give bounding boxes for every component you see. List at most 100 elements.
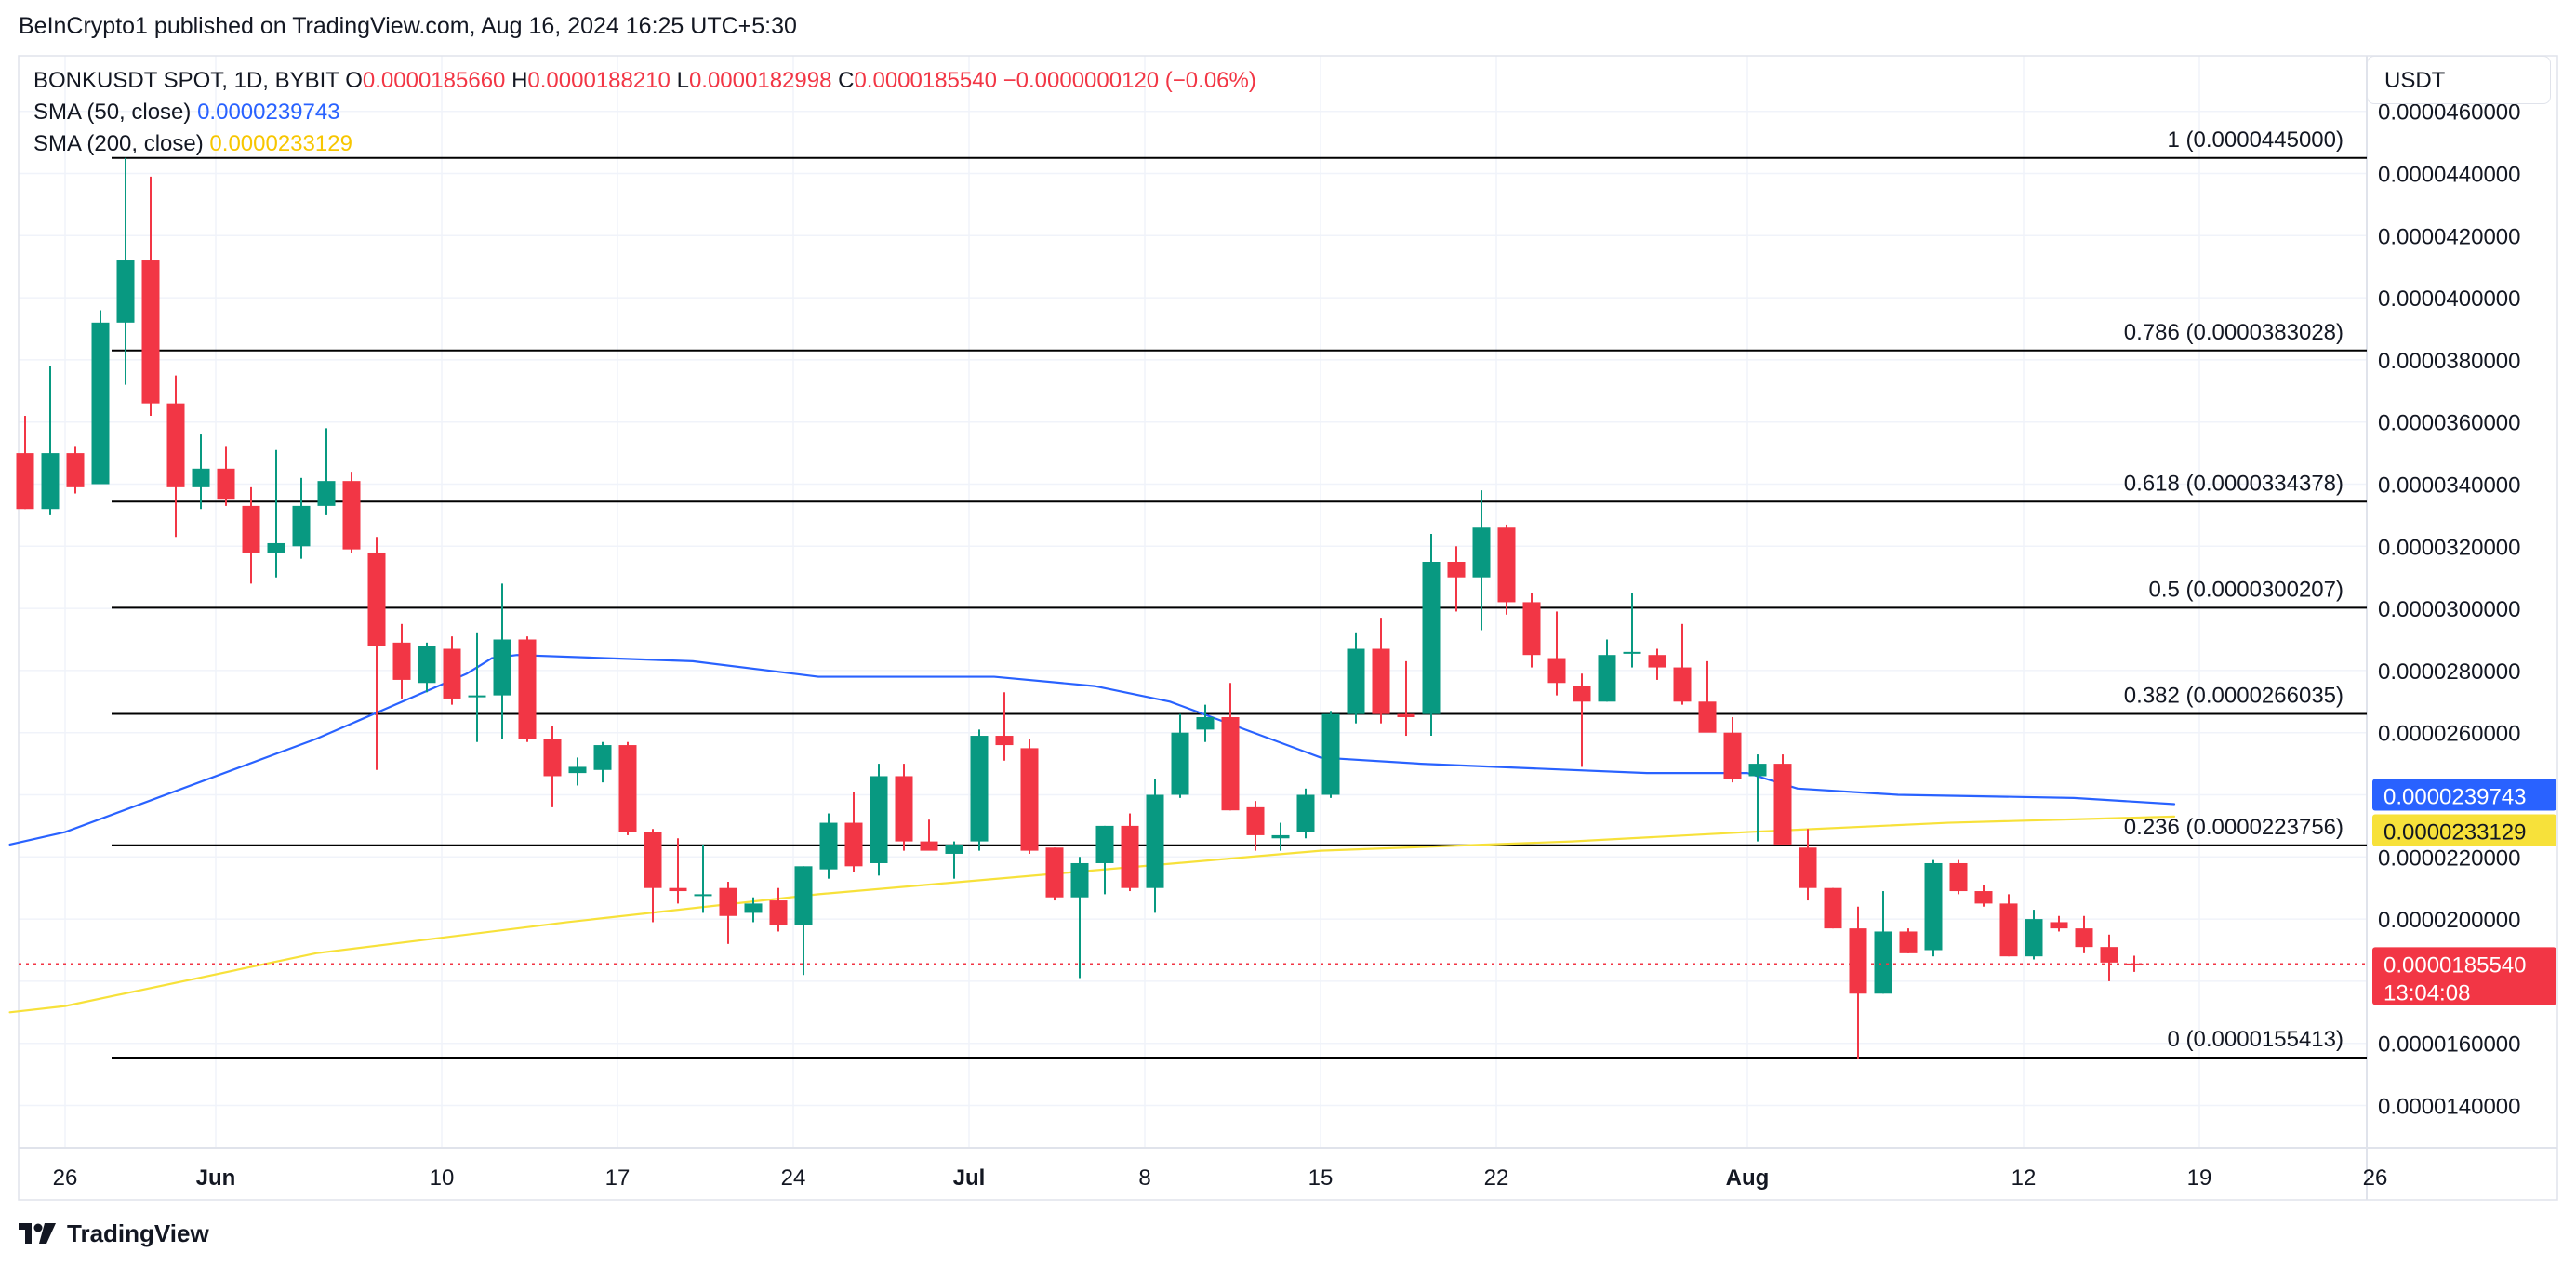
- candle[interactable]: [719, 882, 737, 944]
- candle[interactable]: [217, 446, 235, 506]
- candle[interactable]: [16, 416, 34, 510]
- legend-sma50-row[interactable]: SMA (50, close) 0.0000239743: [33, 97, 1256, 128]
- candle[interactable]: [418, 642, 436, 693]
- candle[interactable]: [1949, 859, 1968, 895]
- candle[interactable]: [468, 632, 486, 742]
- candle[interactable]: [794, 866, 813, 976]
- candle[interactable]: [1447, 546, 1466, 612]
- candle[interactable]: [1246, 801, 1265, 851]
- candle[interactable]: [367, 537, 386, 770]
- candle[interactable]: [1045, 847, 1064, 901]
- candle[interactable]: [1874, 891, 1892, 994]
- candle[interactable]: [970, 729, 989, 851]
- candle[interactable]: [1799, 829, 1817, 901]
- candle[interactable]: [1422, 533, 1441, 737]
- time-tick-label: 26: [2363, 1165, 2388, 1191]
- candle[interactable]: [1070, 857, 1089, 979]
- candle[interactable]: [392, 623, 411, 699]
- tradingview-logo[interactable]: TradingView: [19, 1217, 209, 1250]
- candle[interactable]: [41, 366, 60, 515]
- candle[interactable]: [116, 157, 135, 385]
- candle[interactable]: [1271, 822, 1290, 851]
- candle-body: [669, 887, 687, 892]
- candle[interactable]: [2050, 915, 2068, 932]
- candle[interactable]: [317, 428, 336, 515]
- symbol-label[interactable]: BONKUSDT SPOT, 1D, BYBIT: [33, 68, 339, 93]
- candle[interactable]: [166, 375, 185, 538]
- candle[interactable]: [920, 819, 938, 851]
- candle[interactable]: [2100, 934, 2118, 981]
- candle[interactable]: [1397, 660, 1415, 737]
- time-axis[interactable]: 26 Jun 10 17 24 Jul 8 15 22 Aug 12 19 26: [53, 1165, 2388, 1191]
- candle[interactable]: [1347, 632, 1365, 724]
- candle[interactable]: [769, 887, 788, 932]
- candle[interactable]: [1146, 779, 1164, 913]
- candle[interactable]: [1673, 623, 1692, 705]
- candle[interactable]: [192, 434, 210, 510]
- candle[interactable]: [895, 764, 913, 851]
- candle[interactable]: [1547, 611, 1566, 696]
- candle[interactable]: [1171, 713, 1189, 798]
- candle[interactable]: [694, 844, 712, 913]
- fib-level-label: 0.618 (0.0000334378): [2124, 471, 2344, 496]
- candle[interactable]: [1748, 754, 1767, 842]
- candle[interactable]: [1773, 754, 1792, 845]
- candle[interactable]: [1121, 813, 1139, 892]
- candle[interactable]: [819, 813, 838, 879]
- candle[interactable]: [644, 829, 662, 923]
- candle[interactable]: [518, 636, 537, 742]
- candle[interactable]: [1196, 704, 1215, 742]
- candle-body: [920, 841, 938, 851]
- candle-body: [1271, 834, 1290, 839]
- candle[interactable]: [1095, 825, 1114, 895]
- candle[interactable]: [1924, 859, 1943, 957]
- candle[interactable]: [242, 486, 260, 584]
- fibonacci-levels[interactable]: 1 (0.0000445000) 0.786 (0.0000383028) 0.61…: [112, 127, 2367, 1059]
- currency-selector-button[interactable]: USDT: [2367, 56, 2551, 104]
- candle[interactable]: [870, 764, 888, 876]
- candle[interactable]: [292, 477, 311, 559]
- candle[interactable]: [1899, 928, 1918, 953]
- candle[interactable]: [2075, 915, 2093, 953]
- candle[interactable]: [1698, 660, 1717, 733]
- candle[interactable]: [945, 841, 963, 879]
- candle[interactable]: [1723, 717, 1742, 783]
- candle[interactable]: [443, 636, 461, 705]
- candle[interactable]: [1974, 885, 1993, 907]
- legend-sma200-row[interactable]: SMA (200, close) 0.0000233129: [33, 128, 1256, 160]
- candle[interactable]: [1221, 683, 1240, 811]
- candle[interactable]: [593, 741, 612, 783]
- candle[interactable]: [267, 449, 285, 578]
- candle[interactable]: [744, 897, 763, 923]
- candle[interactable]: [1598, 639, 1616, 702]
- candlesticks[interactable]: [16, 157, 2144, 1059]
- candle[interactable]: [618, 741, 637, 835]
- candle[interactable]: [493, 583, 511, 739]
- candle[interactable]: [844, 792, 863, 872]
- candle[interactable]: [1522, 593, 1541, 668]
- candle[interactable]: [1648, 648, 1666, 680]
- candle[interactable]: [1573, 673, 1591, 767]
- candle[interactable]: [1824, 887, 1842, 929]
- candle[interactable]: [995, 692, 1014, 761]
- candle[interactable]: [91, 310, 110, 485]
- candle[interactable]: [1999, 894, 2018, 957]
- candle[interactable]: [2025, 910, 2043, 960]
- candle[interactable]: [1497, 524, 1516, 615]
- candle[interactable]: [141, 176, 160, 417]
- candle[interactable]: [1623, 593, 1641, 668]
- candle[interactable]: [1321, 711, 1340, 798]
- candle[interactable]: [543, 726, 562, 807]
- candle[interactable]: [1020, 739, 1039, 854]
- candle[interactable]: [1472, 490, 1491, 631]
- candle[interactable]: [1372, 618, 1390, 724]
- candle[interactable]: [342, 472, 361, 553]
- candle[interactable]: [1296, 788, 1315, 839]
- candle[interactable]: [1849, 906, 1867, 1059]
- candle[interactable]: [669, 838, 687, 904]
- candle[interactable]: [568, 757, 587, 786]
- price-axis[interactable]: 0.0000460000 0.0000440000 0.0000420000 0.00…: [2378, 100, 2521, 1120]
- candle[interactable]: [66, 446, 85, 494]
- price-tick-label: 0.0000320000: [2378, 535, 2521, 560]
